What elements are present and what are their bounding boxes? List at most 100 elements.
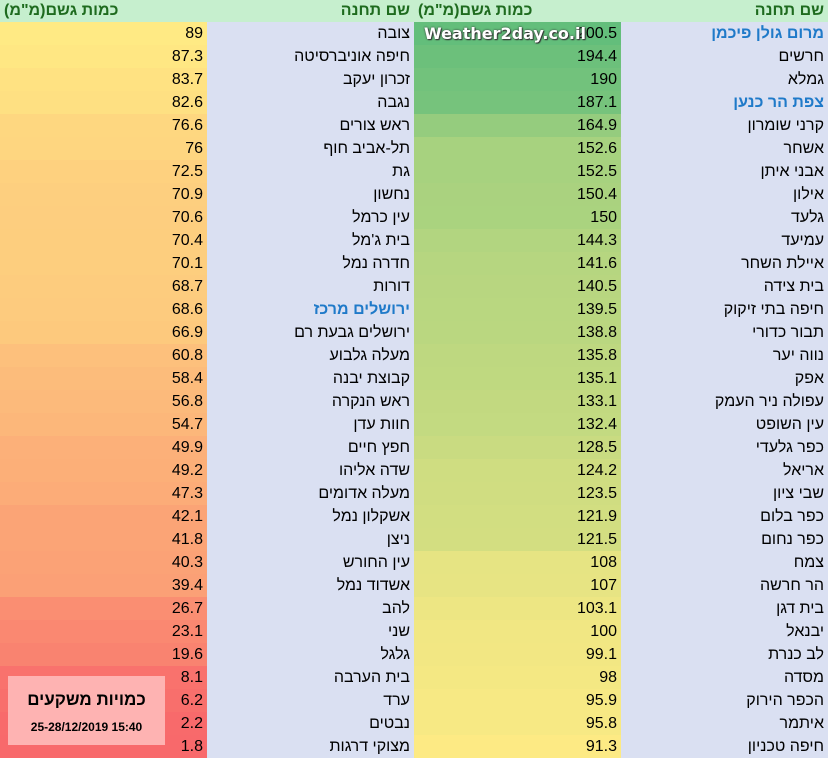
station-name: יבנאל [621,620,828,643]
rain-value: 82.6 [0,91,207,114]
rain-value: 76 [0,137,207,160]
rain-value: 103.1 [414,597,621,620]
rain-value: 152.5 [414,160,621,183]
table-row: גמלא 190 זכרון יעקב 83.7 [0,68,828,91]
rain-value: 68.6 [0,298,207,321]
table-row: חיפה בתי זיקוק 139.5 ירושלים מרכז 68.6 [0,298,828,321]
rain-value: 56.8 [0,390,207,413]
rain-value: 128.5 [414,436,621,459]
station-name: מעלה אדומים [207,482,414,505]
station-name: גת [207,160,414,183]
table-row: כפר גלעדי 128.5 חפץ חיים 49.9 [0,436,828,459]
rain-value: 47.3 [0,482,207,505]
table-row: אבני איתן 152.5 גת 72.5 [0,160,828,183]
rain-value: 19.6 [0,643,207,666]
station-name: אפק [621,367,828,390]
table-row: בית דגן 103.1 להב 26.7 [0,597,828,620]
station-name: מסדה [621,666,828,689]
station-name: כפר גלעדי [621,436,828,459]
table-row: עפולה ניר העמק 133.1 ראש הנקרה 56.8 [0,390,828,413]
station-name: נחשון [207,183,414,206]
header-station-left: שם תחנה [340,2,410,19]
station-name: איתמר [621,712,828,735]
header-station-right: שם תחנה [754,2,824,19]
station-name: חרשים [621,45,828,68]
table-row: נווה יער 135.8 מעלה גלבוע 60.8 [0,344,828,367]
rain-value: 49.2 [0,459,207,482]
station-name: ניצן [207,528,414,551]
station-name: חוות עדן [207,413,414,436]
rain-value: 150.4 [414,183,621,206]
station-name: תבור כדורי [621,321,828,344]
station-name: צפת הר כנען [621,91,828,114]
station-name: הכפר הירוק [621,689,828,712]
rain-value: 138.8 [414,321,621,344]
station-name: תל-אביב חוף [207,137,414,160]
station-name: אשקלון נמל [207,505,414,528]
info-title: כמויות משקעים [27,690,146,709]
table-header: שם תחנה כמות גשם(מ"מ) שם תחנה כמות גשם(מ… [0,0,828,22]
station-name: עמיעד [621,229,828,252]
station-name: עין השופט [621,413,828,436]
station-name: קבוצת יבנה [207,367,414,390]
station-name: נבטים [207,712,414,735]
rain-value: 124.2 [414,459,621,482]
table-row: צפת הר כנען 187.1 נגבה 82.6 [0,91,828,114]
station-name: דורות [207,275,414,298]
station-name: חיפה בתי זיקוק [621,298,828,321]
table-row: אריאל 124.2 שדה אליהו 49.2 [0,459,828,482]
rain-value: 40.3 [0,551,207,574]
table-row: יבנאל 100 שני 23.1 [0,620,828,643]
table-row: אשחר 152.6 תל-אביב חוף 76 [0,137,828,160]
rain-value: 58.4 [0,367,207,390]
station-name: עין החורש [207,551,414,574]
table-row: שבי ציון 123.5 מעלה אדומים 47.3 [0,482,828,505]
station-name: אילון [621,183,828,206]
rain-value: 200.5 [414,22,621,45]
rain-value: 76.6 [0,114,207,137]
station-name: חיפה טכניון [621,735,828,758]
rain-value: 99.1 [414,643,621,666]
station-name: חפץ חיים [207,436,414,459]
station-name: מצוקי דרגות [207,735,414,758]
station-name: נגבה [207,91,414,114]
rain-value: 144.3 [414,229,621,252]
rain-value: 95.8 [414,712,621,735]
rain-value: 123.5 [414,482,621,505]
table-row: כפר בלום 121.9 אשקלון נמל 42.1 [0,505,828,528]
rain-value: 70.1 [0,252,207,275]
rain-value: 89 [0,22,207,45]
watermark: Weather2day.co.il [424,24,586,43]
rain-value: 187.1 [414,91,621,114]
station-name: ירושלים מרכז [207,298,414,321]
info-date: 25-28/12/2019 15:40 [30,720,143,734]
rain-value: 83.7 [0,68,207,91]
table-row: אילון 150.4 נחשון 70.9 [0,183,828,206]
rain-value: 72.5 [0,160,207,183]
station-name: ראש הנקרה [207,390,414,413]
station-name: לב כנרת [621,643,828,666]
rain-value: 100 [414,620,621,643]
station-name: חיפה אוניברסיטה [207,45,414,68]
station-name: בית צידה [621,275,828,298]
station-name: ערד [207,689,414,712]
station-name: איילת השחר [621,252,828,275]
rain-value: 139.5 [414,298,621,321]
table-row: חרשים 194.4 חיפה אוניברסיטה 87.3 [0,45,828,68]
rain-value: 135.8 [414,344,621,367]
station-name: אריאל [621,459,828,482]
station-name: צובה [207,22,414,45]
rain-value: 49.9 [0,436,207,459]
station-name: אשחר [621,137,828,160]
rain-value: 194.4 [414,45,621,68]
rain-value: 68.7 [0,275,207,298]
station-name: גלגל [207,643,414,666]
station-name: כפר בלום [621,505,828,528]
table-row: עין השופט 132.4 חוות עדן 54.7 [0,413,828,436]
station-name: נווה יער [621,344,828,367]
station-name: הר חרשה [621,574,828,597]
station-name: עין כרמל [207,206,414,229]
table-body: מרום גולן פיכמן 200.5 צובה 89 חרשים 194.4 חיפה… [0,22,828,758]
station-name: צמח [621,551,828,574]
